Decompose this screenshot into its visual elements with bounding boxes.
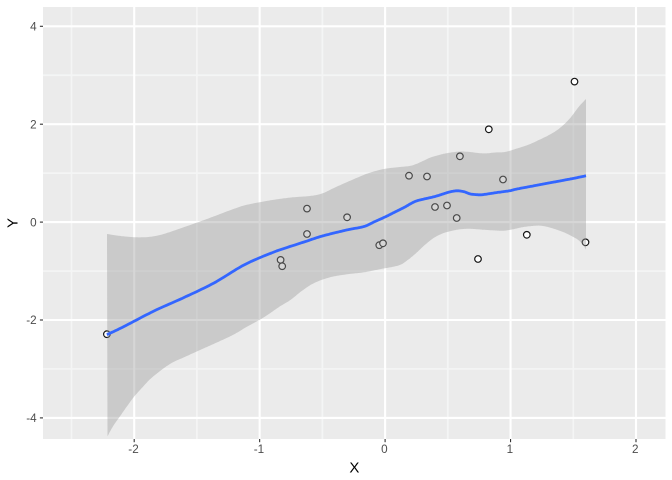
svg-text:X: X [349, 460, 359, 477]
svg-text:4: 4 [30, 21, 37, 34]
svg-text:2: 2 [30, 118, 37, 131]
svg-text:1: 1 [507, 443, 514, 456]
svg-text:-4: -4 [26, 412, 37, 425]
svg-text:0: 0 [381, 443, 388, 456]
svg-text:2: 2 [632, 443, 639, 456]
svg-text:-2: -2 [26, 314, 36, 327]
svg-text:0: 0 [30, 216, 37, 229]
svg-text:-1: -1 [254, 443, 264, 456]
svg-text:Y: Y [5, 218, 22, 228]
svg-text:-2: -2 [128, 443, 138, 456]
